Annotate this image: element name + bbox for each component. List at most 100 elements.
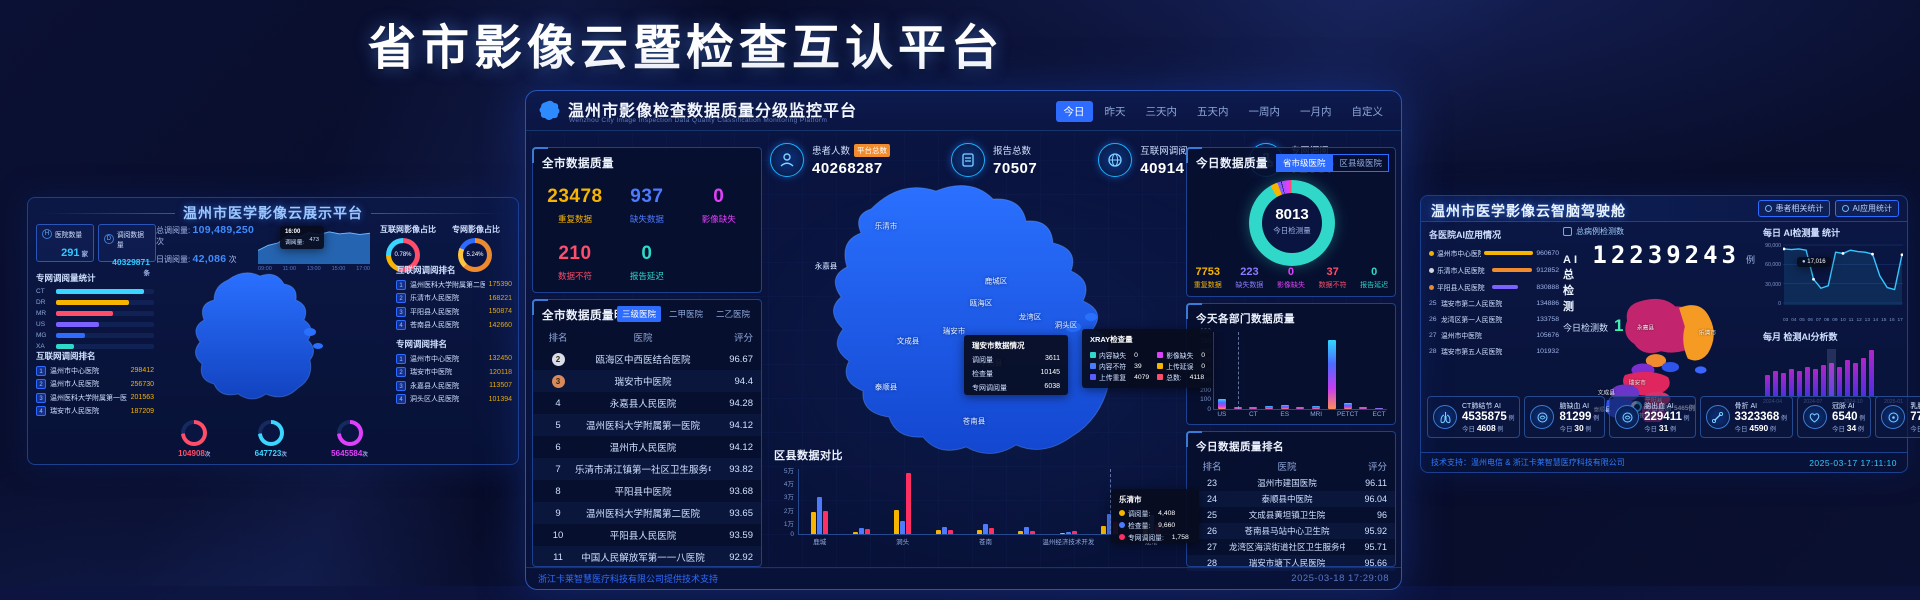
card-today: 今日 31 例 (1644, 423, 1677, 433)
stat-value: 40914 (1140, 160, 1185, 177)
block-title: 各医院AI应用情况 (1429, 230, 1502, 240)
hospital-icon: H (42, 229, 52, 239)
tech-support-credit: 技术支持：温州电信 & 浙江卡莱智慧医疗科技有限公司 (1431, 458, 1625, 467)
tooltip-item: 总数: 4118 (1157, 372, 1205, 382)
today-quality-stat: 0 报告延迟 (1360, 266, 1389, 289)
block-title: 互联网调阅排名 (36, 351, 96, 361)
time-range-tab[interactable]: 三天内 (1138, 101, 1186, 122)
monthly-ai-bar-chart[interactable] (1763, 349, 1903, 397)
hospital-level-tab[interactable]: 三级医院 (616, 306, 661, 322)
map-region-label: 乐清市 (874, 221, 898, 231)
time-range-tab[interactable]: 一周内 (1241, 101, 1289, 122)
tooltip-item: 内容缺失 0 (1090, 350, 1149, 360)
stat-label: 患者人数 (812, 146, 851, 157)
lung-icon (1433, 405, 1457, 429)
rank-row: 3 温州医科大学附属第一医院 201563 (36, 392, 154, 403)
right-rank-list-2: 专网调阅排名 1 温州市中心医院 132450 2 瑞安市中医院 120118 3 永嘉县… (396, 338, 512, 404)
medal-icon: 2 (551, 352, 565, 366)
tooltip-item: 内容不符 39 (1090, 361, 1149, 371)
time-range-tab[interactable]: 一月内 (1292, 101, 1340, 122)
card-value: 6540 例 (1831, 411, 1866, 423)
report-icon (951, 143, 986, 177)
stats-mode-button[interactable]: 患者相关统计 (1758, 200, 1831, 217)
tooltip-row: 专网调阅量 6038 (972, 383, 1060, 392)
tooltip-row: 调阅量 3611 (972, 355, 1060, 364)
center-dashboard-subtitle: Wenzhou City Image Inspection Data Quali… (569, 117, 828, 124)
center-dashboard-title: 温州市影像检查数据质量分级监控平台 (568, 103, 858, 120)
table-row: 5 温州医科大学附属第一医院 94.12 (533, 414, 761, 436)
daily-retrieval-value: 42,086 (192, 253, 227, 265)
total-retrieval-value: 109,489,250 (192, 224, 255, 236)
tooltip-item: 影像缺失 0 (1157, 350, 1205, 360)
time-range-tab[interactable]: 五天内 (1189, 101, 1237, 122)
time-range-tab[interactable]: 昨天 (1097, 101, 1134, 122)
modality-bar-row: MR (36, 310, 154, 317)
ai-stat-card: 乳腺 AI 77915 例 今日 222 例 (1875, 396, 1920, 438)
table-header: 排名 医院 评分 (1202, 462, 1387, 473)
table-row: 24 泰顺县中医院 96.04 (1187, 491, 1395, 507)
internet-ratio-donut: 0.78% (386, 238, 420, 272)
button-icon (1765, 205, 1773, 212)
time-range-tab[interactable]: 今日 (1055, 101, 1093, 122)
time-range-tab[interactable]: 自定义 (1344, 101, 1392, 122)
card-today: 今日 4590 例 (1734, 423, 1776, 433)
panel-title: 全市数据质量 (542, 158, 614, 170)
daily-ai-line-chart[interactable]: 90,000 60,000 30,000 0 ● 17,016 (1763, 243, 1903, 317)
hospital-scope-toggle[interactable]: 省市级医院 (1275, 154, 1333, 172)
line-tooltip: ● 17,016 (1797, 257, 1831, 267)
today-quality-stat: 37 数据不符 (1318, 266, 1347, 289)
table-row: 7 乐清市清江镇第一社区卫生服务中心 93.82 (533, 458, 761, 480)
ai-stat-card: 脑缺血 AI 81299 例 今日 30 例 (1524, 396, 1606, 438)
today-label: 今日检测数 (1563, 323, 1609, 333)
block-title: 互联网调阅排名 (396, 265, 456, 275)
chart-title: 区县数据对比 (774, 450, 843, 462)
today-quality-stat: 7753 重复数据 (1193, 266, 1222, 289)
map-region-label: 龙湾区 (1018, 312, 1042, 322)
rank-row: 4 苍南县人民医院 142660 (396, 320, 512, 330)
breast-icon (1881, 405, 1906, 429)
timestamp: 2025-03-18 17:29:08 (1291, 573, 1389, 584)
map-region-label: 瑞安市 (942, 326, 966, 336)
hospital-scope-toggle[interactable]: 区县级医院 (1332, 154, 1389, 172)
card-value: 3323368 例 (1734, 411, 1787, 423)
timestamp: 2025-03-17 17:11:10 (1809, 457, 1897, 468)
rank-row: 4 洞头区人民医院 101394 (396, 394, 512, 404)
button-icon (1842, 205, 1850, 212)
wenzhou-map-left[interactable] (158, 262, 338, 414)
dept-bar-chart[interactable]: US CT ES MRI PETCT ECT (1213, 332, 1387, 418)
stat-label: 报告总数 (993, 146, 1032, 157)
card-name: 乳腺 AI (1910, 403, 1920, 410)
today-quality-stat: 223 缺失数据 (1235, 266, 1264, 289)
hospital-level-tab[interactable]: 二乙医院 (711, 306, 755, 322)
ring-gauge: 5645584次 (331, 420, 368, 458)
map-region-label: 苍南县 (962, 416, 986, 426)
wenzhou-logo-icon (539, 100, 560, 120)
brain-icon (1530, 405, 1555, 429)
dept-quality-panel: 今天各部门数据质量 8007006005004003002001000 USCT… (1186, 303, 1396, 425)
rank-row: 1 温州市中心医院 132450 (396, 353, 512, 364)
rank-row: 1温州医科大学附属第二医院175390 (396, 279, 512, 290)
center-footer: 浙江卡莱智慧医疗科技有限公司提供技术支持 2025-03-18 17:29:08 (526, 567, 1401, 589)
card-value: 81299 例 (1559, 411, 1600, 423)
table-row: 3 瑞安市中医院 94.4 (533, 370, 761, 392)
rank-dot (1429, 250, 1434, 256)
top-stat: 报告总数 70507 (951, 143, 1037, 177)
map-region-label: 洞头区 (1054, 320, 1078, 330)
stat-value: 40329871 (112, 257, 150, 267)
stat-label: 医院数量 (55, 232, 83, 239)
hospital-level-tab[interactable]: 二甲医院 (664, 306, 708, 322)
card-today: 今日 30 例 (1559, 423, 1592, 433)
private-ratio-title: 专网影像占比 (452, 225, 500, 234)
modality-bar-row: MG (36, 332, 154, 339)
card-name: 脑缺血 AI (1559, 403, 1590, 410)
stats-mode-button[interactable]: AI应用统计 (1835, 200, 1899, 217)
panel-title: 今日数据质量 (1196, 158, 1268, 170)
patient-icon (770, 143, 804, 177)
table-row: 11 中国人民解放军第一一八医院 92.92 (533, 546, 761, 568)
block-title: 专网调阅排名 (396, 339, 448, 349)
hospital-ai-row-small: 27 温州市中医院 105676 (1429, 331, 1559, 341)
hospital-ai-block: 各医院AI应用情况 温州市中心医院 960670 乐清市人民医院 912852 … (1429, 228, 1559, 356)
map-region-label: 永嘉县 (814, 261, 838, 271)
trend-x-axis: 09:00 11:00 13:00 15:00 17:00 (258, 266, 370, 272)
ai-stat-card: 脑出血 AI 229411 例 今日 31 例 (1609, 396, 1696, 438)
